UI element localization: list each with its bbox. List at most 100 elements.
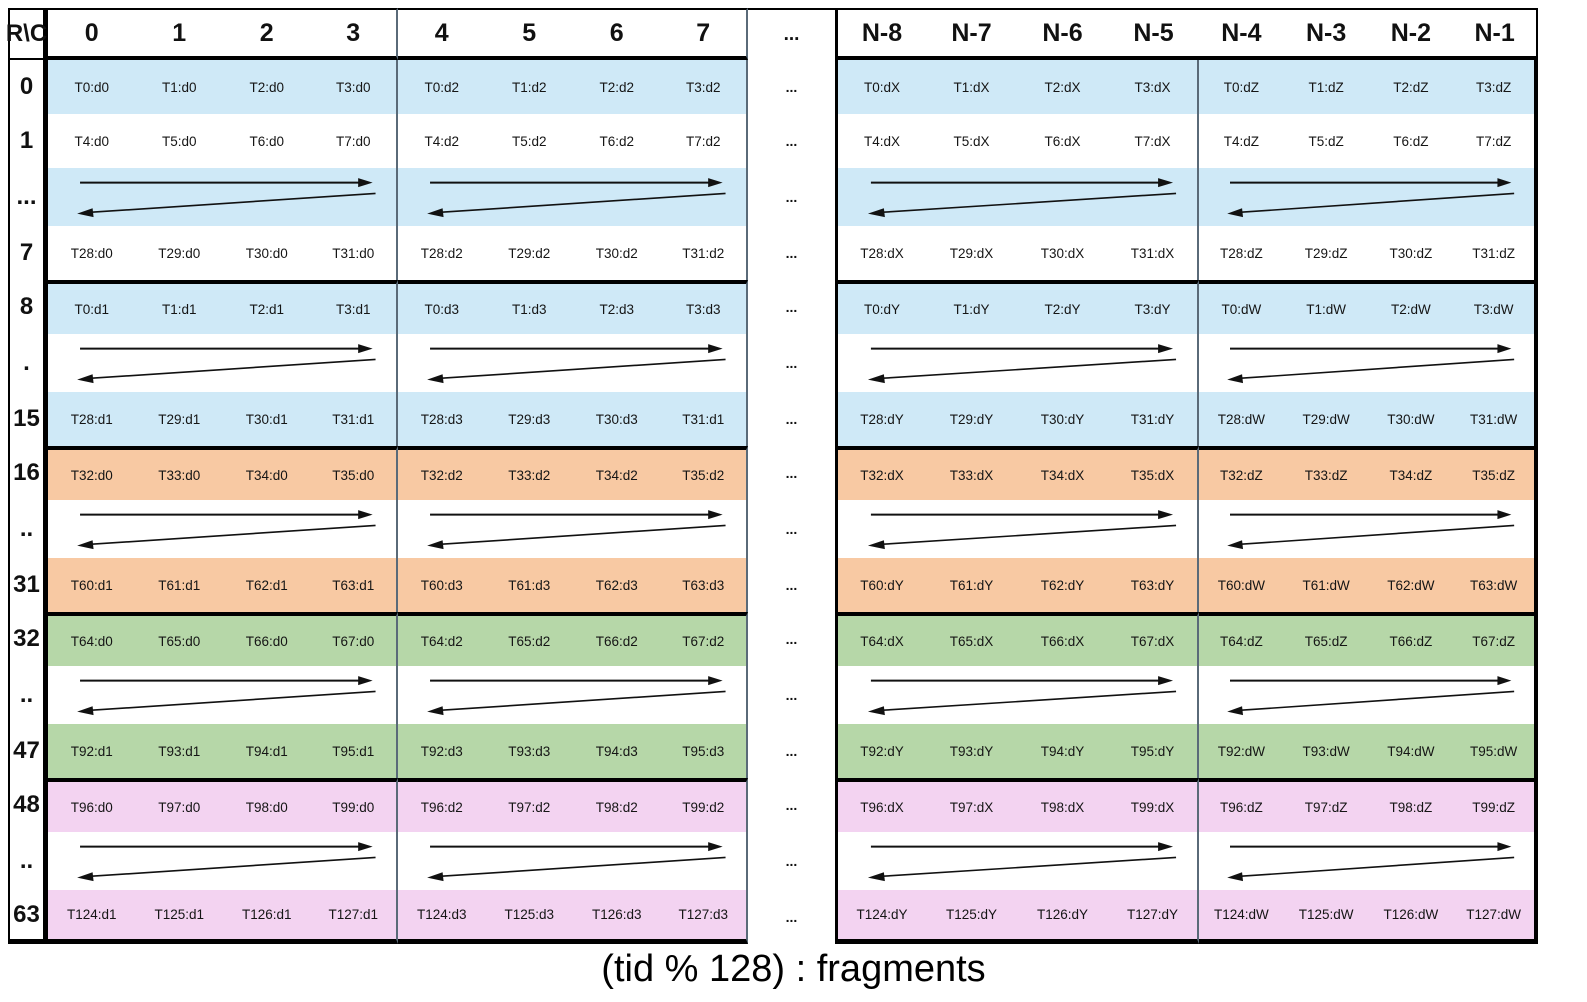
fragment-cell: T28:dW [1199,392,1284,446]
fragment-cell: T28:d3 [398,392,486,446]
fragment-cell: T64:dZ [1199,612,1284,666]
fragment-cell: T125:d1 [135,890,223,944]
fragment-cell: T67:dX [1108,612,1199,666]
fragment-cell: T92:dW [1199,724,1284,778]
col-header: N-5 [1108,8,1199,60]
col-header: 5 [485,8,573,60]
snake-arrow-icon [867,178,1177,218]
fragment-cell: T35:d2 [660,446,748,500]
snake-arrow-icon [427,178,726,218]
fragment-cell: T34:d2 [573,446,661,500]
fragment-cell: T127:d1 [310,890,398,944]
fragment-cell: T125:dY [926,890,1017,944]
dots-cell: ... [748,724,835,778]
fragment-cell: T62:dW [1368,558,1454,612]
fragment-cell: T97:d0 [135,778,223,832]
fragment-cell: T7:d2 [660,114,748,168]
fragment-cell: T5:d2 [485,114,573,168]
fragment-cell: T0:dW [1199,280,1284,334]
fragment-cell: T2:dX [1017,60,1108,114]
dots-cell: ... [748,226,835,280]
snake-arrow-icon [77,842,376,882]
fragment-cell: T99:dZ [1453,778,1538,832]
snake-arrow-icon [867,344,1177,384]
fragment-cell: T92:d1 [48,724,136,778]
fragment-cell: T62:dY [1017,558,1108,612]
col-header: 1 [135,8,223,60]
corner-header: R\C [6,8,48,60]
dots-cell: ... [748,890,835,944]
fragment-cell: T95:dY [1108,724,1199,778]
fragment-cell: T29:dZ [1283,226,1369,280]
fragment-cell: T65:dX [926,612,1017,666]
fragment-cell: T93:d3 [485,724,573,778]
fragment-cell: T1:dW [1283,280,1369,334]
fragment-cell: T33:d2 [485,446,573,500]
caption: (tid % 128) : fragments [601,948,986,990]
col-header: 2 [223,8,311,60]
fragment-cell: T28:d1 [48,392,136,446]
fragment-cell: T97:d2 [485,778,573,832]
fragment-cell: T6:d0 [223,114,311,168]
fragment-cell: T99:d2 [660,778,748,832]
fragment-cell: T3:d2 [660,60,748,114]
fragment-cell: T61:d3 [485,558,573,612]
fragment-cell: T4:d2 [398,114,486,168]
fragment-cell: T0:dZ [1199,60,1284,114]
fragment-cell: T96:d2 [398,778,486,832]
fragment-cell: T1:d1 [135,280,223,334]
fragment-cell: T127:dW [1453,890,1538,944]
snake-arrow-icon [427,676,726,716]
fragment-cell: T7:d0 [310,114,398,168]
fragment-cell: T2:dW [1368,280,1454,334]
snake-arrows-cell [1199,666,1538,724]
fragment-cell: T64:dX [835,612,926,666]
fragment-cell: T66:d2 [573,612,661,666]
fragment-cell: T28:dZ [1199,226,1284,280]
row-label: 7 [8,226,48,280]
fragment-cell: T66:dX [1017,612,1108,666]
snake-arrow-icon [1227,344,1515,384]
col-header: N-8 [835,8,926,60]
row-label: 47 [8,724,48,778]
fragment-cell: T97:dZ [1283,778,1369,832]
fragment-cell: T1:d3 [485,280,573,334]
fragment-cell: T31:d0 [310,226,398,280]
fragment-cell: T63:dY [1108,558,1199,612]
dots-cell: ... [748,114,835,168]
fragment-cell: T2:d1 [223,280,311,334]
snake-arrows-cell [398,168,748,226]
fragment-cell: T35:dZ [1453,446,1538,500]
fragment-cell: T95:dW [1453,724,1538,778]
fragment-cell: T66:d0 [223,612,311,666]
snake-arrow-icon [427,510,726,550]
fragment-cell: T65:d2 [485,612,573,666]
row-label: ... [8,168,48,226]
snake-arrows-cell [48,168,398,226]
fragment-cell: T0:d1 [48,280,136,334]
fragment-cell: T31:dX [1108,226,1199,280]
fragment-cell: T4:dX [835,114,926,168]
fragment-cell: T6:dX [1017,114,1108,168]
fragment-cell: T124:d1 [48,890,136,944]
fragment-cell: T92:dY [835,724,926,778]
snake-arrows-cell [48,334,398,392]
fragment-cell: T2:d3 [573,280,661,334]
fragment-cell: T2:d0 [223,60,311,114]
snake-arrows-cell [48,832,398,890]
snake-arrows-cell [835,168,1199,226]
fragment-cell: T28:d2 [398,226,486,280]
dots-cell: ... [748,778,835,832]
fragment-cell: T28:d0 [48,226,136,280]
fragment-cell: T1:dX [926,60,1017,114]
snake-arrows-cell [398,500,748,558]
row-label: .. [8,832,48,890]
fragment-cell: T6:d2 [573,114,661,168]
fragment-cell: T62:d3 [573,558,661,612]
dots-cell: ... [748,392,835,446]
fragment-cell: T31:dY [1108,392,1199,446]
fragment-cell: T33:d0 [135,446,223,500]
dots-cell: ... [748,612,835,666]
snake-arrows-cell [1199,832,1538,890]
fragment-cell: T63:d3 [660,558,748,612]
